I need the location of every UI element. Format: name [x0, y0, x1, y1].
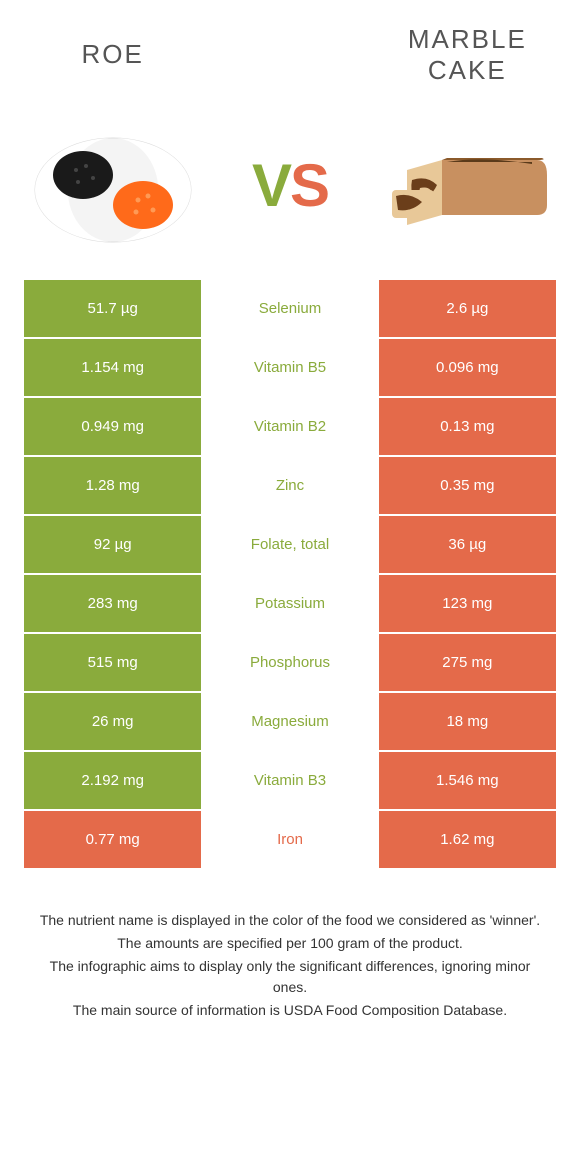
title-left: Roe [24, 39, 201, 70]
right-value: 1.546 mg [379, 752, 556, 811]
title-row: Roe Marble cake [24, 10, 556, 100]
table-row: 515 mgPhosphorus275 mg [24, 634, 556, 693]
image-row: VS [24, 100, 556, 270]
table-row: 0.949 mgVitamin B20.13 mg [24, 398, 556, 457]
nutrient-table: 51.7 µgSelenium2.6 µg1.154 mgVitamin B50… [24, 280, 556, 870]
right-value: 36 µg [379, 516, 556, 575]
left-value: 51.7 µg [24, 280, 201, 339]
right-value: 0.096 mg [379, 339, 556, 398]
roe-icon [28, 120, 198, 250]
nutrient-name: Magnesium [201, 693, 378, 752]
page-root: Roe Marble cake VS [0, 0, 580, 1021]
right-value: 123 mg [379, 575, 556, 634]
right-value: 275 mg [379, 634, 556, 693]
left-value: 283 mg [24, 575, 201, 634]
roe-image-cell [24, 120, 201, 250]
nutrient-name: Selenium [201, 280, 378, 339]
right-value: 0.13 mg [379, 398, 556, 457]
left-value: 0.949 mg [24, 398, 201, 457]
table-row: 0.77 mgIron1.62 mg [24, 811, 556, 870]
title-right: Marble cake [379, 24, 556, 86]
nutrient-name: Phosphorus [201, 634, 378, 693]
nutrient-name: Vitamin B2 [201, 398, 378, 457]
table-row: 2.192 mgVitamin B31.546 mg [24, 752, 556, 811]
vs-cell: VS [201, 151, 378, 220]
footer-line: The main source of information is USDA F… [34, 1000, 546, 1021]
footer-notes: The nutrient name is displayed in the co… [24, 910, 556, 1021]
left-value: 26 mg [24, 693, 201, 752]
footer-line: The amounts are specified per 100 gram o… [34, 933, 546, 954]
nutrient-name: Vitamin B5 [201, 339, 378, 398]
table-row: 283 mgPotassium123 mg [24, 575, 556, 634]
vs-label: VS [252, 151, 328, 220]
cake-image-cell [379, 130, 556, 240]
vs-v: V [252, 151, 290, 220]
table-row: 51.7 µgSelenium2.6 µg [24, 280, 556, 339]
left-value: 0.77 mg [24, 811, 201, 870]
table-row: 26 mgMagnesium18 mg [24, 693, 556, 752]
footer-line: The infographic aims to display only the… [34, 956, 546, 998]
nutrient-name: Iron [201, 811, 378, 870]
nutrient-name: Folate, total [201, 516, 378, 575]
nutrient-name: Potassium [201, 575, 378, 634]
right-value: 18 mg [379, 693, 556, 752]
right-value: 2.6 µg [379, 280, 556, 339]
left-value: 515 mg [24, 634, 201, 693]
nutrient-name: Vitamin B3 [201, 752, 378, 811]
left-value: 1.154 mg [24, 339, 201, 398]
left-value: 92 µg [24, 516, 201, 575]
nutrient-name: Zinc [201, 457, 378, 516]
marble-cake-icon [382, 130, 552, 240]
table-row: 1.28 mgZinc0.35 mg [24, 457, 556, 516]
left-value: 2.192 mg [24, 752, 201, 811]
right-value: 0.35 mg [379, 457, 556, 516]
left-value: 1.28 mg [24, 457, 201, 516]
footer-line: The nutrient name is displayed in the co… [34, 910, 546, 931]
table-row: 1.154 mgVitamin B50.096 mg [24, 339, 556, 398]
vs-s: S [290, 151, 328, 220]
table-row: 92 µgFolate, total36 µg [24, 516, 556, 575]
right-value: 1.62 mg [379, 811, 556, 870]
